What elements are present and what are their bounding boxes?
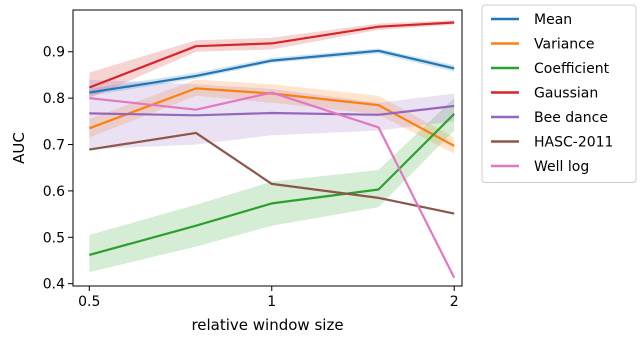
x-axis-label: relative window size xyxy=(191,316,343,333)
band-mean xyxy=(89,48,455,96)
y-tick-label: 0.8 xyxy=(43,91,65,107)
y-tick-label: 0.9 xyxy=(43,45,65,61)
x-tick-label: 0.5 xyxy=(78,294,100,310)
legend-label-well-log: Well log xyxy=(534,159,589,175)
series-line-well-log xyxy=(89,91,456,279)
y-axis: 0.4 0.5 0.6 0.7 0.8 0.9 xyxy=(43,45,73,293)
band-bee-dance xyxy=(89,79,455,150)
series-line-gaussian xyxy=(88,21,455,89)
y-tick-label: 0.5 xyxy=(43,230,65,246)
y-tick-label: 0.6 xyxy=(43,184,65,200)
legend-label-variance: Variance xyxy=(534,37,594,53)
legend-label-bee-dance: Bee dance xyxy=(534,110,608,126)
confidence-bands xyxy=(89,20,455,273)
legend-frame xyxy=(481,4,637,183)
legend: Mean Variance Coefficient Gaussian Bee dance… xyxy=(481,4,637,183)
series-lines xyxy=(88,21,456,279)
series-line-hasc-2011 xyxy=(89,131,455,215)
band-variance xyxy=(89,79,455,154)
series-line-coefficient xyxy=(89,113,455,256)
x-axis: 0.5 1 2 xyxy=(78,286,459,310)
legend-label-coefficient: Coefficient xyxy=(534,61,610,77)
x-tick-label: 2 xyxy=(450,294,459,310)
legend-label-gaussian: Gaussian xyxy=(534,86,598,102)
legend-label-mean: Mean xyxy=(534,12,572,28)
series-line-bee-dance xyxy=(89,104,455,117)
y-axis-label: AUC xyxy=(10,132,28,164)
x-tick-label: 1 xyxy=(267,294,276,310)
series-line-mean xyxy=(89,49,455,94)
plot-frame xyxy=(72,9,463,287)
y-tick-label: 0.7 xyxy=(43,138,65,154)
y-tick-label: 0.4 xyxy=(43,277,65,293)
band-coefficient xyxy=(89,98,455,273)
legend-label-hasc-2011: HASC-2011 xyxy=(534,135,613,151)
